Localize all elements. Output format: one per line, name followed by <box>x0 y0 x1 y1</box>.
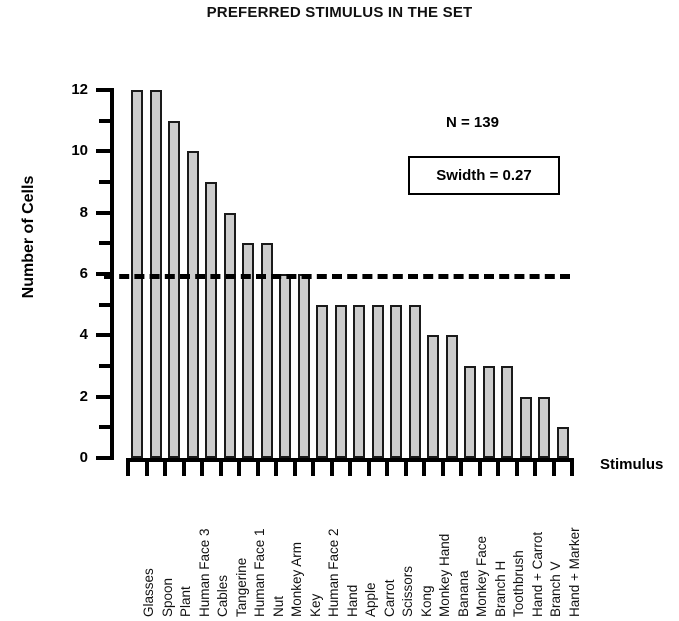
y-axis-tick-minor <box>99 364 114 368</box>
bar <box>371 304 384 458</box>
bar <box>186 151 199 458</box>
bar <box>445 335 458 458</box>
x-axis-category-label: Nut <box>270 595 286 617</box>
y-axis-tick-label: 6 <box>79 265 88 282</box>
y-axis-tick-minor <box>99 180 114 184</box>
x-axis-tick <box>255 458 260 476</box>
x-axis-tick <box>551 458 556 476</box>
x-axis-category-label: Monkey Hand <box>437 533 453 617</box>
x-axis-category-label: Glasses <box>141 568 157 617</box>
x-axis-tick <box>144 458 149 476</box>
y-axis-tick-major <box>96 210 114 215</box>
y-axis-tick-major <box>96 88 114 92</box>
x-axis-tick <box>514 458 519 476</box>
y-axis-tick-label: 10 <box>71 142 88 160</box>
bar <box>390 304 403 458</box>
x-axis-category-label: Monkey Face <box>474 535 490 617</box>
x-axis-category-label: Branch V <box>548 561 564 617</box>
x-axis-category-label: Hand + Carrot <box>529 531 545 617</box>
y-axis-tick-label: 0 <box>79 449 88 466</box>
bar <box>316 304 329 458</box>
x-axis-category-label: Scissors <box>400 565 416 617</box>
bar <box>519 396 532 458</box>
x-axis-category-label: Carrot <box>381 579 397 617</box>
x-axis-category-label: Monkey Arm <box>289 541 305 617</box>
y-axis-tick-minor <box>99 425 114 430</box>
bar <box>205 182 218 458</box>
x-axis-category-label: Tangerine <box>233 557 249 617</box>
x-axis-category-label: Human Face 1 <box>252 528 268 617</box>
x-axis-tick <box>459 458 463 476</box>
x-axis-tick <box>366 458 371 476</box>
x-axis-category-label: Branch H <box>492 560 508 617</box>
bar <box>501 366 514 458</box>
y-axis-tick-label: 8 <box>79 203 88 221</box>
bar <box>427 335 440 458</box>
bar <box>408 304 421 458</box>
y-axis-tick-minor <box>99 241 114 246</box>
x-axis-category-label: Banana <box>455 570 471 617</box>
x-axis-tick <box>237 458 241 476</box>
threshold-dashed-line <box>104 274 570 279</box>
x-axis-tick <box>533 458 537 476</box>
page-title: PREFERRED STIMULUS IN THE SET <box>206 4 473 21</box>
x-axis-category-label: Key <box>307 593 323 617</box>
y-axis-tick-minor <box>99 118 114 123</box>
bar <box>334 304 347 458</box>
bar <box>538 396 551 458</box>
x-axis-tick <box>348 458 352 476</box>
x-axis-tick <box>163 458 167 476</box>
x-axis-category-label: Plant <box>178 586 194 617</box>
y-axis-tick-major <box>96 394 114 399</box>
x-axis-tick <box>126 458 130 476</box>
x-axis-tick <box>385 458 389 476</box>
bar <box>297 274 310 458</box>
x-axis-category-label: Hand + Marker <box>566 527 582 617</box>
y-axis-tick-label: 12 <box>71 81 88 98</box>
bar <box>279 274 292 458</box>
x-axis-tick <box>403 458 408 476</box>
x-axis-title: Stimulus <box>600 456 664 473</box>
x-axis-tick <box>440 458 445 476</box>
bar <box>482 366 495 458</box>
x-axis-tick <box>329 458 334 476</box>
x-axis-tick <box>181 458 186 476</box>
swidth-annotation-label: Swidth = 0.27 <box>436 167 532 184</box>
x-axis-category-label: Human Face 3 <box>196 528 212 617</box>
y-axis-title: Number of Cells <box>20 175 37 299</box>
sample-size-annotation: N = 139 <box>446 114 499 131</box>
x-axis-category-label: Apple <box>363 582 379 617</box>
x-axis-tick <box>218 458 223 476</box>
y-axis-tick-major <box>96 333 114 338</box>
x-axis-tick <box>292 458 297 476</box>
x-axis-tick <box>496 458 500 476</box>
x-axis-category-label: Spoon <box>159 577 175 617</box>
x-axis-tick <box>200 458 204 476</box>
x-axis-category-label: Human Face 2 <box>326 528 342 617</box>
bar <box>353 304 366 458</box>
bar <box>242 243 255 458</box>
y-axis-tick-label: 2 <box>79 387 88 405</box>
bar <box>260 243 273 458</box>
bar <box>556 427 569 458</box>
x-axis-tick <box>570 458 574 476</box>
x-axis-tick <box>477 458 482 476</box>
swidth-annotation-box: Swidth = 0.27 <box>408 156 560 195</box>
y-axis-tick-major <box>96 149 114 154</box>
x-axis-category-label: Kong <box>418 585 434 617</box>
x-axis-tick <box>311 458 315 476</box>
x-axis-category-label: Cables <box>215 574 231 617</box>
bar <box>168 120 181 458</box>
y-axis-tick-major <box>96 456 114 460</box>
x-axis-category-label: Toothbrush <box>511 550 527 617</box>
y-axis-tick-minor <box>99 302 114 307</box>
x-axis-category-label: Hand <box>344 584 360 617</box>
y-axis-tick-label: 4 <box>79 326 88 344</box>
bar <box>223 212 236 458</box>
x-axis-tick <box>274 458 278 476</box>
bar <box>464 366 477 458</box>
x-axis-tick <box>422 458 426 476</box>
